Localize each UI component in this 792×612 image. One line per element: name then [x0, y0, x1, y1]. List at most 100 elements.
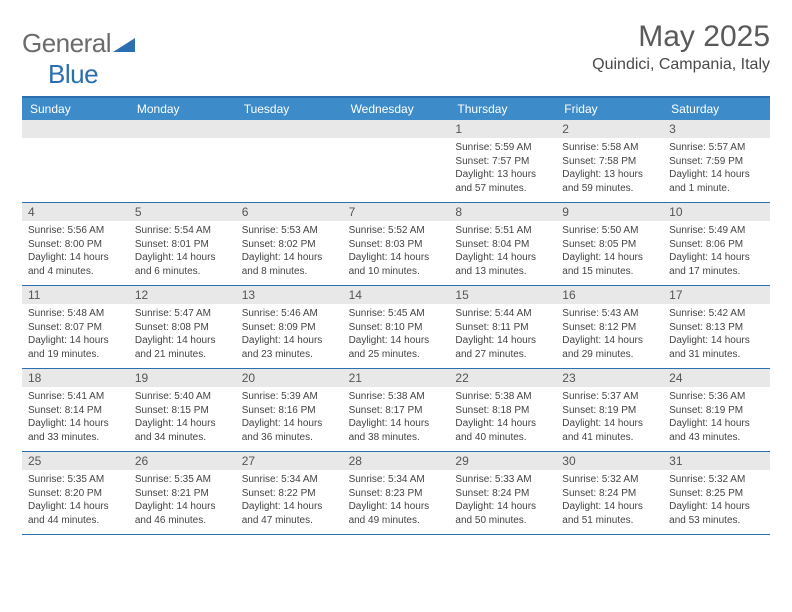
- day-number: 22: [449, 369, 556, 387]
- title-block: May 2025 Quindici, Campania, Italy: [592, 20, 770, 74]
- day-cell: 26Sunrise: 5:35 AMSunset: 8:21 PMDayligh…: [129, 452, 236, 534]
- day-number: 29: [449, 452, 556, 470]
- day-number: 6: [236, 203, 343, 221]
- day-number: 20: [236, 369, 343, 387]
- day-header-cell: Wednesday: [343, 98, 450, 120]
- day-body: Sunrise: 5:44 AMSunset: 8:11 PMDaylight:…: [449, 304, 556, 365]
- day-cell: 27Sunrise: 5:34 AMSunset: 8:22 PMDayligh…: [236, 452, 343, 534]
- day-body: Sunrise: 5:51 AMSunset: 8:04 PMDaylight:…: [449, 221, 556, 282]
- day-cell: 3Sunrise: 5:57 AMSunset: 7:59 PMDaylight…: [663, 120, 770, 202]
- day-body: Sunrise: 5:36 AMSunset: 8:19 PMDaylight:…: [663, 387, 770, 448]
- day-body: Sunrise: 5:38 AMSunset: 8:18 PMDaylight:…: [449, 387, 556, 448]
- day-number: [129, 120, 236, 138]
- day-cell: 4Sunrise: 5:56 AMSunset: 8:00 PMDaylight…: [22, 203, 129, 285]
- day-cell: 15Sunrise: 5:44 AMSunset: 8:11 PMDayligh…: [449, 286, 556, 368]
- day-number: 17: [663, 286, 770, 304]
- logo: General Blue: [22, 28, 135, 90]
- day-body: Sunrise: 5:54 AMSunset: 8:01 PMDaylight:…: [129, 221, 236, 282]
- day-header-cell: Thursday: [449, 98, 556, 120]
- day-cell: 20Sunrise: 5:39 AMSunset: 8:16 PMDayligh…: [236, 369, 343, 451]
- week-row: 1Sunrise: 5:59 AMSunset: 7:57 PMDaylight…: [22, 120, 770, 203]
- logo-text: General Blue: [22, 28, 135, 90]
- day-body: Sunrise: 5:32 AMSunset: 8:24 PMDaylight:…: [556, 470, 663, 531]
- week-row: 11Sunrise: 5:48 AMSunset: 8:07 PMDayligh…: [22, 286, 770, 369]
- day-cell: 29Sunrise: 5:33 AMSunset: 8:24 PMDayligh…: [449, 452, 556, 534]
- logo-text-2: Blue: [48, 59, 98, 89]
- day-body: Sunrise: 5:37 AMSunset: 8:19 PMDaylight:…: [556, 387, 663, 448]
- day-body: Sunrise: 5:32 AMSunset: 8:25 PMDaylight:…: [663, 470, 770, 531]
- day-body: Sunrise: 5:53 AMSunset: 8:02 PMDaylight:…: [236, 221, 343, 282]
- day-number: 27: [236, 452, 343, 470]
- day-number: 8: [449, 203, 556, 221]
- day-number: 26: [129, 452, 236, 470]
- day-cell: 1Sunrise: 5:59 AMSunset: 7:57 PMDaylight…: [449, 120, 556, 202]
- day-cell: 23Sunrise: 5:37 AMSunset: 8:19 PMDayligh…: [556, 369, 663, 451]
- day-cell: 14Sunrise: 5:45 AMSunset: 8:10 PMDayligh…: [343, 286, 450, 368]
- day-body: Sunrise: 5:35 AMSunset: 8:21 PMDaylight:…: [129, 470, 236, 531]
- day-cell: 7Sunrise: 5:52 AMSunset: 8:03 PMDaylight…: [343, 203, 450, 285]
- day-cell: 11Sunrise: 5:48 AMSunset: 8:07 PMDayligh…: [22, 286, 129, 368]
- week-row: 25Sunrise: 5:35 AMSunset: 8:20 PMDayligh…: [22, 452, 770, 535]
- day-number: 11: [22, 286, 129, 304]
- day-body: Sunrise: 5:57 AMSunset: 7:59 PMDaylight:…: [663, 138, 770, 199]
- location: Quindici, Campania, Italy: [592, 56, 770, 74]
- day-body: Sunrise: 5:59 AMSunset: 7:57 PMDaylight:…: [449, 138, 556, 199]
- day-number: [22, 120, 129, 138]
- day-number: 16: [556, 286, 663, 304]
- day-cell: 5Sunrise: 5:54 AMSunset: 8:01 PMDaylight…: [129, 203, 236, 285]
- day-body: Sunrise: 5:49 AMSunset: 8:06 PMDaylight:…: [663, 221, 770, 282]
- day-cell: 24Sunrise: 5:36 AMSunset: 8:19 PMDayligh…: [663, 369, 770, 451]
- day-cell: 13Sunrise: 5:46 AMSunset: 8:09 PMDayligh…: [236, 286, 343, 368]
- day-number: 13: [236, 286, 343, 304]
- day-number: 24: [663, 369, 770, 387]
- day-header-cell: Tuesday: [236, 98, 343, 120]
- week-row: 4Sunrise: 5:56 AMSunset: 8:00 PMDaylight…: [22, 203, 770, 286]
- day-cell: 10Sunrise: 5:49 AMSunset: 8:06 PMDayligh…: [663, 203, 770, 285]
- day-cell: 16Sunrise: 5:43 AMSunset: 8:12 PMDayligh…: [556, 286, 663, 368]
- day-body: Sunrise: 5:48 AMSunset: 8:07 PMDaylight:…: [22, 304, 129, 365]
- day-number: 2: [556, 120, 663, 138]
- day-number: 30: [556, 452, 663, 470]
- day-cell: 21Sunrise: 5:38 AMSunset: 8:17 PMDayligh…: [343, 369, 450, 451]
- day-body: Sunrise: 5:46 AMSunset: 8:09 PMDaylight:…: [236, 304, 343, 365]
- day-cell: 31Sunrise: 5:32 AMSunset: 8:25 PMDayligh…: [663, 452, 770, 534]
- header: General Blue May 2025 Quindici, Campania…: [22, 20, 770, 90]
- day-cell: 25Sunrise: 5:35 AMSunset: 8:20 PMDayligh…: [22, 452, 129, 534]
- day-cell: 17Sunrise: 5:42 AMSunset: 8:13 PMDayligh…: [663, 286, 770, 368]
- day-number: 7: [343, 203, 450, 221]
- day-body: Sunrise: 5:52 AMSunset: 8:03 PMDaylight:…: [343, 221, 450, 282]
- day-header-cell: Sunday: [22, 98, 129, 120]
- day-number: [343, 120, 450, 138]
- day-cell: [129, 120, 236, 202]
- day-body: Sunrise: 5:39 AMSunset: 8:16 PMDaylight:…: [236, 387, 343, 448]
- day-cell: 22Sunrise: 5:38 AMSunset: 8:18 PMDayligh…: [449, 369, 556, 451]
- day-body: Sunrise: 5:47 AMSunset: 8:08 PMDaylight:…: [129, 304, 236, 365]
- day-body: Sunrise: 5:58 AMSunset: 7:58 PMDaylight:…: [556, 138, 663, 199]
- day-header-cell: Saturday: [663, 98, 770, 120]
- week-row: 18Sunrise: 5:41 AMSunset: 8:14 PMDayligh…: [22, 369, 770, 452]
- day-cell: 9Sunrise: 5:50 AMSunset: 8:05 PMDaylight…: [556, 203, 663, 285]
- logo-triangle-icon: [113, 28, 135, 59]
- day-number: 25: [22, 452, 129, 470]
- day-number: 9: [556, 203, 663, 221]
- day-cell: 12Sunrise: 5:47 AMSunset: 8:08 PMDayligh…: [129, 286, 236, 368]
- day-number: 28: [343, 452, 450, 470]
- day-number: 18: [22, 369, 129, 387]
- day-cell: [22, 120, 129, 202]
- day-cell: [343, 120, 450, 202]
- calendar: SundayMondayTuesdayWednesdayThursdayFrid…: [22, 96, 770, 535]
- day-number: 4: [22, 203, 129, 221]
- day-cell: 18Sunrise: 5:41 AMSunset: 8:14 PMDayligh…: [22, 369, 129, 451]
- day-header-cell: Monday: [129, 98, 236, 120]
- day-number: 12: [129, 286, 236, 304]
- day-number: 1: [449, 120, 556, 138]
- month-title: May 2025: [592, 20, 770, 54]
- day-body: Sunrise: 5:40 AMSunset: 8:15 PMDaylight:…: [129, 387, 236, 448]
- day-body: Sunrise: 5:45 AMSunset: 8:10 PMDaylight:…: [343, 304, 450, 365]
- day-number: 10: [663, 203, 770, 221]
- day-cell: [236, 120, 343, 202]
- day-header-cell: Friday: [556, 98, 663, 120]
- day-cell: 19Sunrise: 5:40 AMSunset: 8:15 PMDayligh…: [129, 369, 236, 451]
- day-cell: 8Sunrise: 5:51 AMSunset: 8:04 PMDaylight…: [449, 203, 556, 285]
- day-body: Sunrise: 5:41 AMSunset: 8:14 PMDaylight:…: [22, 387, 129, 448]
